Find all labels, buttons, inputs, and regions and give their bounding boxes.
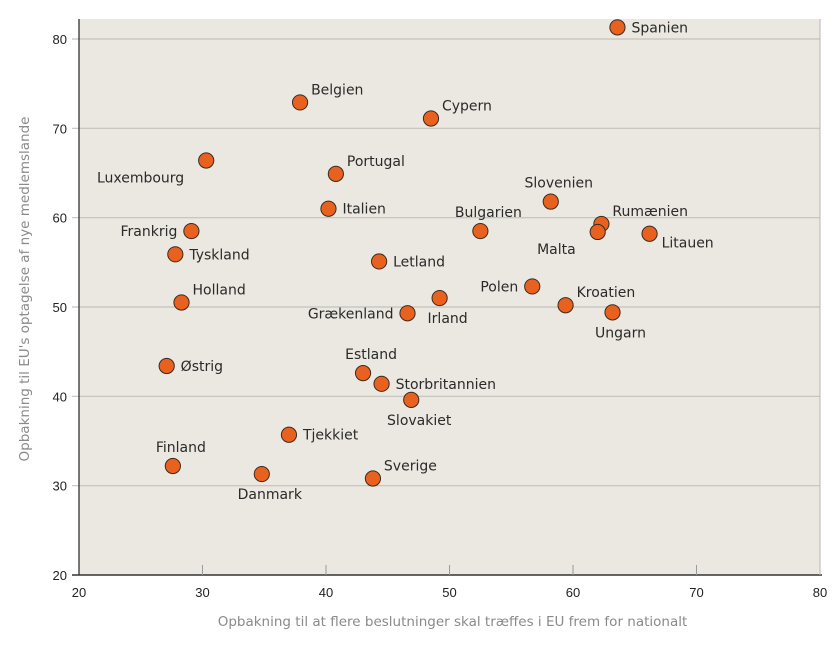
x-tick-label-30: 30 [195,585,209,600]
gridlines [72,38,820,487]
point-belgien [291,94,309,111]
point-portugal [327,165,344,182]
point-label-sverige: Sverige [384,459,437,475]
point-label-danmark: Danmark [238,487,303,503]
x-tick-label-70: 70 [689,585,703,600]
y-axis-ticks: 20 30 40 50 60 70 80 [53,32,67,583]
y-tick-label-70: 70 [53,121,67,136]
x-tick-label-20: 20 [72,585,86,600]
x-tick-label-60: 60 [566,585,580,600]
point-luxembourg [198,152,215,169]
y-tick-label-60: 60 [53,211,67,226]
point-litauen [641,225,658,242]
point-finland [164,457,181,475]
point-slovenien [542,193,559,210]
x-axis-ticks: 20 30 40 50 60 70 80 [72,565,827,600]
point-label-letland: Letland [393,254,445,270]
point-italien [320,200,337,217]
data-points: Spanien Belgien Cypern Luxembourg Portugal It… [97,19,714,503]
point-slovakiet [403,391,420,409]
point-label-estland: Estland [345,347,397,363]
plot-background [79,19,820,575]
point-label-storbritannien: Storbritannien [396,377,496,393]
point-label-spanien: Spanien [631,20,688,36]
point-label-tjekkiet: Tjekkiet [302,428,359,444]
point-tjekkiet [280,426,298,443]
point-bulgarien [472,222,489,240]
point-label-grækenland: Grækenland [308,306,394,322]
point-label-rumænien: Rumænien [612,204,688,220]
point-danmark [253,465,270,483]
point-label-portugal: Portugal [347,154,405,170]
point-grækenland [399,305,416,322]
point-kroatien [557,297,574,314]
point-label-tyskland: Tyskland [188,247,249,263]
point-label-italien: Italien [342,202,385,218]
point-østrig [158,357,175,375]
point-label-slovenien: Slovenien [525,176,594,192]
x-tick-label-50: 50 [442,585,456,600]
x-tick-label-80: 80 [813,585,827,600]
point-label-holland: Holland [193,283,246,299]
point-label-polen: Polen [480,279,518,295]
point-cypern [422,110,440,127]
point-label-østrig: Østrig [181,359,223,375]
point-estland [354,365,372,382]
point-frankrig [183,222,200,240]
y-tick-label-20: 20 [53,568,67,583]
point-label-luxembourg: Luxembourg [97,170,184,186]
point-letland [371,253,388,270]
point-irland [431,289,448,307]
point-label-kroatien: Kroatien [577,285,636,301]
point-label-ungarn: Ungarn [595,325,646,341]
y-tick-label-30: 30 [53,479,67,494]
point-label-finland: Finland [156,440,206,456]
point-sverige [364,470,382,487]
point-label-frankrig: Frankrig [120,224,177,240]
point-label-litauen: Litauen [662,236,714,252]
point-tyskland [167,246,184,263]
y-tick-label-40: 40 [53,389,67,404]
y-tick-label-80: 80 [53,32,67,47]
point-label-cypern: Cypern [442,99,492,115]
y-axis-title: Opbakning til EU's optagelse af nye medl… [17,117,33,462]
point-polen [524,278,541,295]
point-malta [589,223,606,241]
y-tick-label-50: 50 [53,300,67,315]
point-label-bulgarien: Bulgarien [455,205,522,221]
point-label-belgien: Belgien [311,82,363,98]
point-label-irland: Irland [428,311,468,327]
point-spanien [609,19,626,36]
x-tick-label-40: 40 [319,585,333,600]
x-axis-title: Opbakning til at flere beslutninger skal… [218,614,688,630]
point-label-slovakiet: Slovakiet [387,413,452,429]
point-holland [173,294,190,311]
point-storbritannien [373,375,390,392]
point-ungarn [604,304,621,321]
point-label-malta: Malta [537,242,576,258]
